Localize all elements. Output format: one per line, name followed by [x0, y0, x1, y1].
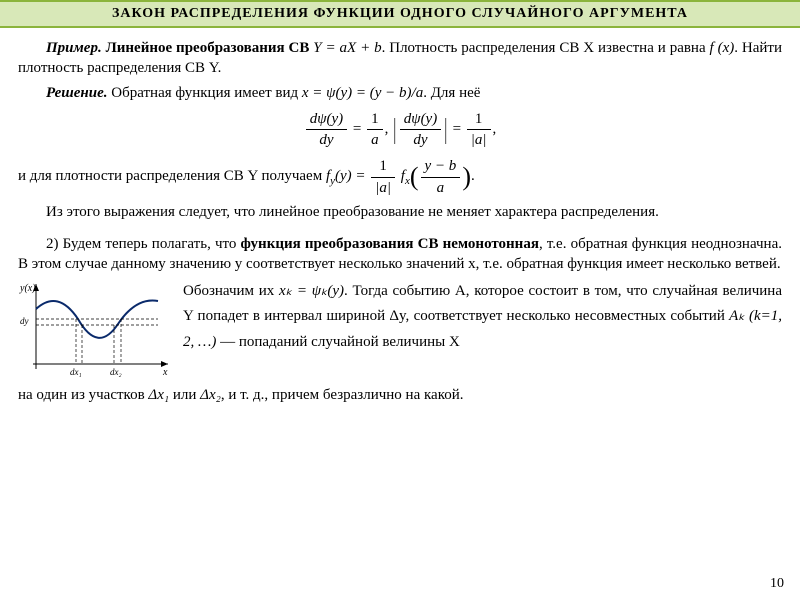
eq-linear: Y = aX + b [313, 40, 381, 56]
p7t1: на один из участков [18, 387, 148, 403]
paren-l: ( [410, 162, 419, 191]
frac-dpsi-1: dψ(y) dy [306, 109, 347, 151]
p6eq1: xₖ = ψₖ(y) [279, 283, 344, 299]
abs-left: | [394, 116, 397, 144]
frac-arg: y − ba [421, 156, 461, 198]
ad: a [421, 178, 461, 198]
den1: dy [306, 130, 347, 150]
r2den: |a| [467, 130, 491, 150]
example-rest: . Плотность распределения СВ X известна … [382, 40, 710, 56]
eq-sign-2: = [449, 121, 465, 137]
example-strong: Линейное преобразования СВ [106, 40, 314, 56]
p7dx2: Δx₂ [200, 387, 221, 403]
density-text: и для плотности распределения СВ Y получ… [18, 168, 326, 184]
p7t2: , и т. д., причем безразлично на какой. [221, 387, 464, 403]
fx2: f [397, 168, 405, 184]
paragraph-case2: 2) Будем теперь полагать, что функция пр… [18, 234, 782, 275]
ylabel: y(x) [19, 283, 36, 294]
rden1: a [367, 130, 383, 150]
page-number: 10 [770, 576, 784, 592]
solution-label: Решение. [46, 85, 111, 101]
xlabel: x [162, 367, 168, 378]
cn: 1 [371, 156, 395, 177]
math-end: , [493, 121, 497, 137]
an: y − b [421, 156, 461, 177]
p7dx1: Δx₁ [148, 387, 169, 403]
dx2label: dx₂ [110, 367, 122, 377]
derivative-equation: dψ(y) dy = 1 a , | dψ(y) dy | = 1 |a| , [18, 109, 782, 151]
example-label: Пример. [46, 40, 106, 56]
paren-r: ) [462, 162, 471, 191]
fy-arg: (y) = [335, 168, 369, 184]
anum: dψ(y) [400, 109, 441, 130]
sep: , [385, 121, 393, 137]
dylabel: dy [20, 316, 29, 326]
p6a: Обозначим их [183, 283, 279, 299]
frac-rhs-2: 1 |a| [467, 109, 491, 151]
case2-lead: 2) Будем теперь полагать, что [46, 236, 241, 252]
p6c: — попаданий случайной величины X [216, 334, 459, 350]
figure-caption: Обозначим их xₖ = ψₖ(y). Тогда событию A… [183, 279, 782, 356]
inverse-eq: x = ψ(y) = (y − b)/a [302, 85, 423, 101]
eq-sign-1: = [349, 121, 365, 137]
rnum1: 1 [367, 109, 383, 130]
function-graph: y(x) x dy dx₁ dx₂ [18, 279, 173, 379]
fx-expr: f (x) [710, 40, 735, 56]
content-area: Пример. Линейное преобразования СВ Y = a… [0, 28, 800, 405]
paragraph-conclusion: Из этого выражения следует, что линейное… [18, 202, 782, 222]
cd: |a| [371, 178, 395, 198]
page-title: ЗАКОН РАСПРЕДЕЛЕНИЯ ФУНКЦИИ ОДНОГО СЛУЧА… [112, 6, 688, 21]
aden: dy [400, 130, 441, 150]
paragraph-example: Пример. Линейное преобразования СВ Y = a… [18, 38, 782, 79]
paragraph-final: на один из участков Δx₁ или Δx₂, и т. д.… [18, 385, 782, 405]
dx1label: dx₁ [70, 367, 82, 377]
r2num: 1 [467, 109, 491, 130]
abs-right: | [445, 116, 448, 144]
paragraph-density: и для плотности распределения СВ Y получ… [18, 156, 782, 198]
frac-rhs-1: 1 a [367, 109, 383, 151]
p7or: или [169, 387, 200, 403]
case2-bold: функция преобразования СВ немонотонная [241, 236, 539, 252]
page-title-bar: ЗАКОН РАСПРЕДЕЛЕНИЯ ФУНКЦИИ ОДНОГО СЛУЧА… [0, 0, 800, 28]
density-tail: . [471, 168, 475, 184]
frac-coef: 1|a| [371, 156, 395, 198]
paragraph-solution: Решение. Обратная функция имеет вид x = … [18, 83, 782, 103]
solution-text: Обратная функция имеет вид [111, 85, 302, 101]
conclusion-text: Из этого выражения следует, что линейное… [46, 204, 659, 220]
num1: dψ(y) [306, 109, 347, 130]
frac-abs: dψ(y) dy [400, 109, 441, 151]
solution-tail: . Для неё [423, 85, 480, 101]
figure-block: y(x) x dy dx₁ dx₂ Обозначим их xₖ = ψₖ(y… [18, 279, 782, 379]
